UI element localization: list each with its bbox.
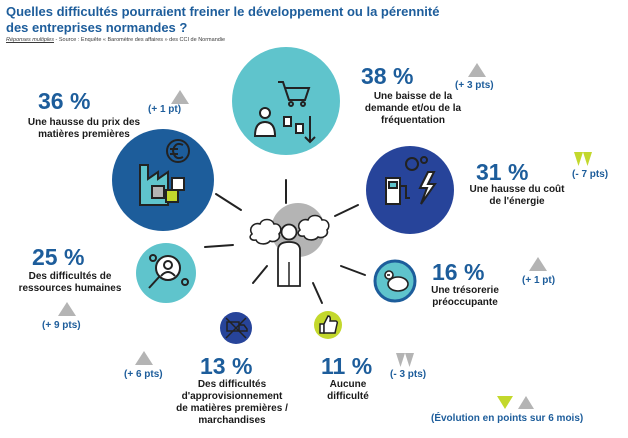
label-prix: Une hausse du prix des matières première… [14, 117, 154, 141]
label-energie: Une hausse du coût de l'énergie [452, 184, 582, 208]
label-appro-line1: Des difficultés [197, 379, 267, 390]
legend-down-marker [497, 396, 513, 409]
label-tresorerie-line2: préoccupante [432, 297, 498, 308]
rh-icon [136, 243, 196, 303]
marker-energie [574, 152, 583, 166]
value-aucune: 11 % [321, 353, 373, 379]
spoke-tresorerie [340, 265, 366, 276]
marker-aucune [405, 353, 414, 367]
label-demande-line1: Une baisse de la [373, 91, 453, 102]
prix-icon [112, 129, 214, 231]
label-rh-line1: Des difficultés de [28, 271, 112, 282]
demande-icon [232, 47, 340, 155]
label-tresorerie-line1: Une trésorerie [431, 285, 499, 296]
marker-aucune-b [396, 353, 405, 367]
label-tresorerie: Une trésorerie préoccupante [410, 285, 520, 309]
tresorerie-icon [373, 259, 417, 303]
spoke-appro [252, 265, 268, 284]
change-rh: (+ 9 pts) [42, 320, 81, 331]
marker-energie-b [583, 152, 592, 166]
source-note: Réponses multiples [6, 37, 54, 43]
energie-icon [366, 146, 454, 234]
change-tresorerie: (+ 1 pt) [522, 275, 556, 286]
label-appro-line3: de matières premières / [176, 403, 288, 414]
label-appro-line2: d'approvisionnement [181, 391, 283, 402]
marker-rh [58, 302, 76, 316]
label-aucune-line1: Aucune [329, 379, 367, 390]
label-appro-line4: marchandises [198, 415, 266, 426]
legend-text: (Évolution en points sur 6 mois) [431, 413, 584, 424]
label-rh: Des difficultés de ressources humaines [10, 271, 130, 295]
change-aucune: (- 3 pts) [390, 369, 427, 380]
label-rh-line2: ressources humaines [18, 283, 122, 294]
change-demande: (+ 3 pts) [455, 80, 494, 91]
value-demande: 38 % [361, 63, 414, 89]
change-markers [58, 63, 592, 409]
marker-prix [171, 90, 189, 104]
value-appro: 13 % [200, 353, 253, 379]
change-energie: (- 7 pts) [572, 169, 609, 180]
value-prix: 36 % [38, 88, 91, 114]
chart-source: Réponses multiples - Source : Enquête « … [6, 37, 225, 43]
value-energie: 31 % [476, 159, 529, 185]
label-prix-line1: Une hausse du prix des [27, 117, 141, 128]
label-energie-line1: Une hausse du coût [469, 184, 565, 195]
connector-lines [204, 179, 366, 304]
chart-title: Quelles difficultés pourraient freiner l… [6, 4, 440, 35]
marker-appro [135, 351, 153, 365]
spoke-rh [204, 244, 234, 248]
change-prix: (+ 1 pt) [148, 104, 182, 115]
label-energie-line2: de l'énergie [489, 196, 545, 207]
label-demande-line2: demande et/ou de la [364, 103, 462, 114]
label-demande: Une baisse de la demande et/ou de la fré… [348, 91, 478, 127]
label-appro: Des difficultés d'approvisionnement de m… [167, 379, 297, 427]
change-appro: (+ 6 pts) [124, 369, 163, 380]
spoke-energie [334, 204, 359, 217]
marker-tresorerie [529, 257, 547, 271]
source-text: - Source : Enquête « Baromètre des affai… [54, 37, 226, 43]
person-icon [249, 203, 330, 287]
legend-up-marker [518, 396, 534, 409]
spoke-prix [215, 193, 242, 211]
value-tresorerie: 16 % [432, 259, 485, 285]
spoke-aucune [312, 282, 323, 304]
label-aucune: Aucune difficulté [318, 379, 378, 403]
value-rh: 25 % [32, 244, 85, 270]
appro-icon [220, 312, 252, 344]
label-aucune-line2: difficulté [327, 391, 369, 402]
aucune-icon [314, 311, 342, 339]
marker-demande [468, 63, 486, 77]
label-demande-line3: fréquentation [381, 115, 445, 126]
label-prix-line2: matières premières [38, 129, 130, 140]
